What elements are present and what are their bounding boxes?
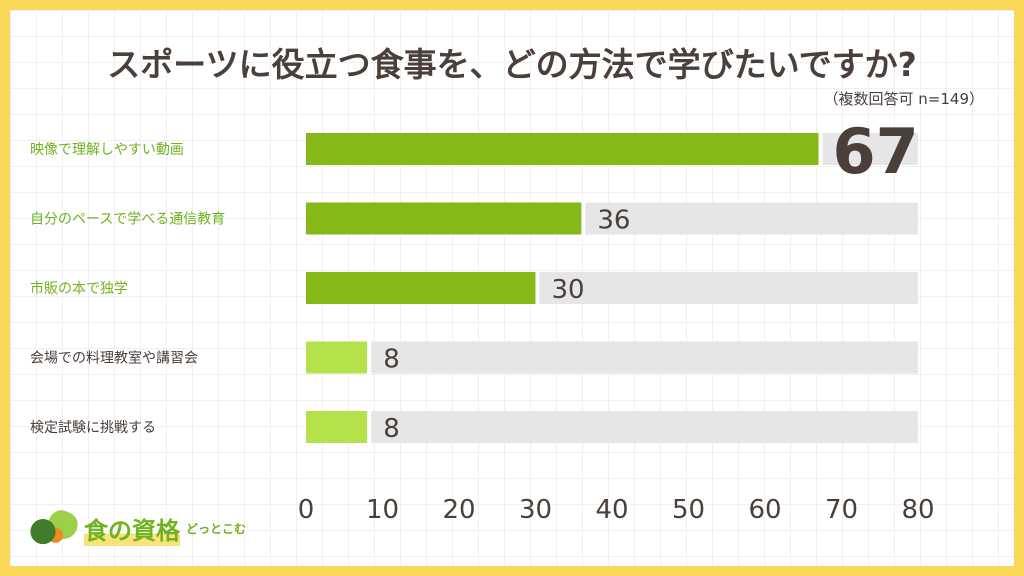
vegetables-icon [28, 510, 78, 546]
data-label: 30 [552, 275, 585, 305]
bar-track [306, 341, 918, 374]
category-label: 検定試験に挑戦する [30, 420, 156, 436]
x-tick-label: 70 [825, 495, 858, 525]
logo-name: 食の資格 [84, 510, 180, 546]
bar [306, 341, 368, 374]
data-label: 67 [833, 115, 919, 188]
x-tick-label: 50 [672, 495, 705, 525]
x-tick-label: 10 [366, 495, 399, 525]
category-label: 会場での料理教室や講習会 [30, 350, 198, 367]
data-label: 8 [383, 345, 400, 375]
x-tick-label: 80 [901, 495, 934, 525]
logo-sub: どっとこむ [186, 521, 247, 536]
bar [306, 411, 368, 443]
data-label: 8 [383, 414, 400, 444]
data-label: 36 [597, 206, 630, 236]
bar-gap [367, 341, 372, 374]
bar-track [306, 411, 918, 443]
chart-title: スポーツに役立つ食事を、どの方法で学びたいですか? [107, 45, 917, 84]
category-label: 映像で理解しやすい動画 [30, 142, 184, 158]
category-label: 市販の本で独学 [30, 280, 128, 297]
bar-gap [818, 133, 823, 165]
x-tick-label: 20 [442, 495, 475, 525]
bar [306, 133, 819, 165]
bar [306, 202, 582, 235]
bar-gap [581, 202, 586, 235]
bar [306, 272, 536, 304]
x-tick-label: 40 [595, 495, 628, 525]
sample-note: （複数回答可 n=149） [823, 90, 984, 108]
x-tick-label: 30 [519, 495, 552, 525]
x-tick-label: 0 [298, 495, 315, 525]
category-label: 自分のペースで学べる通信教育 [30, 212, 225, 228]
x-tick-label: 60 [748, 495, 781, 525]
bar-gap [367, 411, 372, 443]
logo: 食の資格 どっとこむ [28, 510, 246, 546]
bar-gap [535, 272, 540, 304]
